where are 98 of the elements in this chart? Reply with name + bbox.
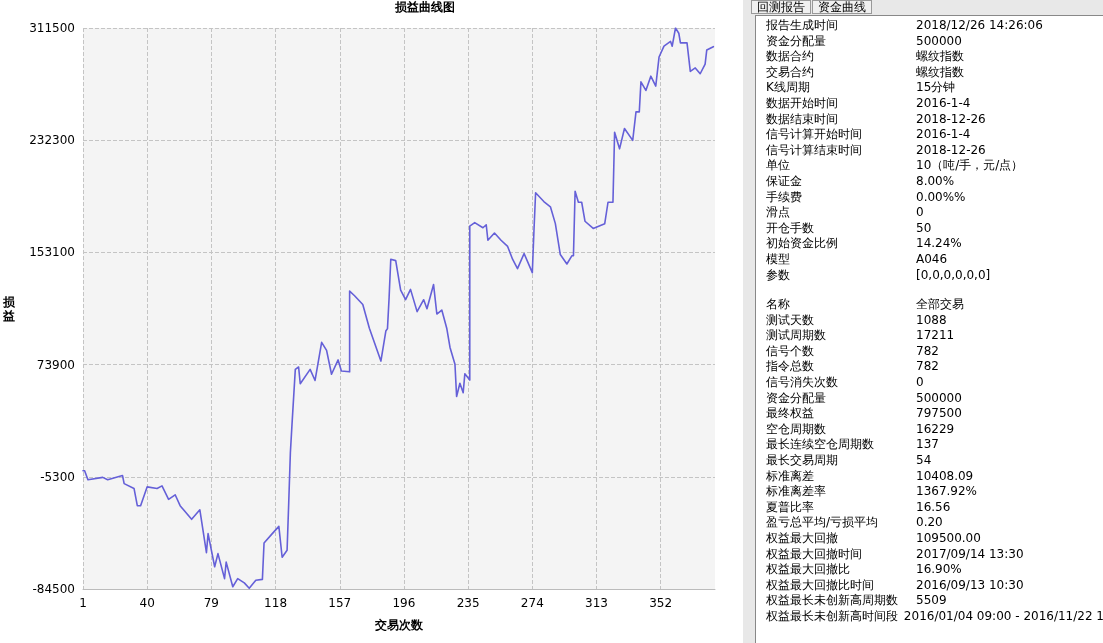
text: 标准离差率 [766, 484, 827, 500]
text: 16229 [916, 421, 955, 438]
x-tick-label: 157 [328, 596, 352, 610]
text: 权益最大回撤比时间 [766, 577, 875, 594]
text: 螺纹指数 [916, 64, 964, 81]
text: 8.00% [916, 173, 955, 190]
text: 信号消失次数 [766, 375, 839, 391]
text: 782 [916, 343, 939, 360]
y-tick-label: 153100 [29, 245, 75, 260]
x-tick-label: 196 [392, 596, 416, 610]
text: 信号计算开始时间 [766, 127, 863, 143]
text: 2017/09/14 13:30 [916, 546, 1024, 563]
text: 数据开始时间 [766, 95, 839, 112]
text: 137 [916, 437, 939, 454]
y-axis-title: 损益 [2, 294, 16, 323]
y-tick-label: -5300 [40, 469, 75, 484]
x-tick-label: 79 [203, 596, 220, 610]
text: 模型 [766, 251, 791, 268]
text: 2016-1-4 [916, 95, 971, 112]
text: 54 [916, 453, 932, 469]
text: 数据结束时间 [766, 111, 839, 128]
text: 标准离差 [766, 468, 815, 485]
text: 最长连续空仓周期数 [766, 437, 875, 454]
y-tick-label: -84500 [32, 582, 75, 596]
text: 资金分配量 [766, 33, 827, 50]
x-tick-label: 118 [264, 596, 288, 610]
text: 14.24% [916, 236, 962, 252]
text: 测试周期数 [766, 328, 827, 344]
y-tick-label: 232300 [29, 133, 75, 148]
text: 权益最大回撤时间 [766, 546, 863, 563]
text: 500000 [916, 390, 962, 407]
text: 0 [916, 205, 924, 221]
text: 1367.92% [916, 484, 978, 500]
text: 权益最长未创新高时间段 [766, 608, 899, 625]
y-tick-label: 311500 [29, 21, 75, 35]
x-tick-label: 274 [520, 596, 544, 610]
text: 0.20 [916, 515, 943, 531]
text: 手续费 [766, 189, 803, 206]
text: 最终权益 [766, 406, 815, 422]
text: 单位 [766, 158, 791, 174]
chart-title: 损益曲线图 [394, 0, 455, 14]
text: 全部交易 [916, 297, 964, 313]
text: 797500 [916, 406, 962, 422]
text: 500000 [916, 33, 962, 50]
text: 17211 [916, 328, 955, 344]
text: 参数 [766, 267, 791, 284]
text: 保证金 [766, 173, 803, 190]
text: 开仓手数 [766, 220, 815, 237]
text: 初始资金比例 [766, 236, 839, 252]
text: 最长交易周期 [766, 453, 839, 469]
text: 资金曲线 [812, 0, 872, 14]
y-tick-label: 73900 [36, 357, 75, 372]
text: 2018-12-26 [916, 142, 986, 159]
x-tick-label: 352 [649, 596, 673, 610]
line-series [82, 27, 715, 590]
text: 0.00%% [916, 189, 966, 206]
text: [0,0,0,0,0,0] [916, 267, 991, 284]
text: 权益最长未创新高周期数 [766, 593, 899, 609]
x-tick-label: 40 [139, 596, 155, 610]
text: 10408.09 [916, 468, 974, 485]
text: 2016-1-4 [916, 127, 971, 143]
text: 信号个数 [766, 343, 815, 360]
x-tick-label: 1 [79, 596, 87, 610]
text: 15分钟 [916, 80, 956, 96]
text: 回测报告 [751, 0, 811, 14]
text: 782 [916, 359, 939, 376]
text: 资金分配量 [766, 390, 827, 407]
text: 指令总数 [766, 359, 815, 376]
text: K线周期 [766, 80, 811, 96]
text: 16.90% [916, 562, 962, 578]
text: 交易合约 [766, 64, 815, 81]
text: 16.56 [916, 499, 951, 516]
text: 50 [916, 220, 932, 237]
text: 数据合约 [766, 49, 815, 65]
text: 2016/09/13 10:30 [916, 577, 1024, 594]
text: 2018/12/26 14:26:06 [916, 18, 1043, 34]
text: 信号计算结束时间 [766, 142, 863, 159]
text: 5509 [916, 593, 947, 609]
text: 滑点 [766, 205, 791, 221]
text: 0 [916, 375, 924, 391]
text: 1088 [916, 312, 947, 329]
text: 盈亏总平均/亏损平均 [766, 515, 880, 531]
text: 夏普比率 [766, 499, 815, 516]
x-tick-label: 235 [456, 596, 480, 610]
text: A046 [916, 251, 948, 268]
text: 螺纹指数 [916, 49, 964, 65]
text: 报告生成时间 [766, 18, 839, 34]
text: 测试天数 [766, 312, 815, 329]
text: 权益最大回撤比 [766, 562, 851, 578]
text: 权益最大回撤 [766, 531, 839, 547]
text: 名称 [766, 297, 791, 313]
x-tick-label: 313 [585, 596, 608, 610]
text: 空仓周期数 [766, 421, 827, 438]
text: 10（吨/手，元/点） [916, 158, 1024, 174]
text: 2018-12-26 [916, 111, 986, 128]
text: 109500.00 [916, 531, 981, 547]
text: 2016/01/04 09:00 - 2016/11/22 1 [903, 608, 1103, 625]
x-axis-title: 交易次数 [374, 618, 424, 632]
